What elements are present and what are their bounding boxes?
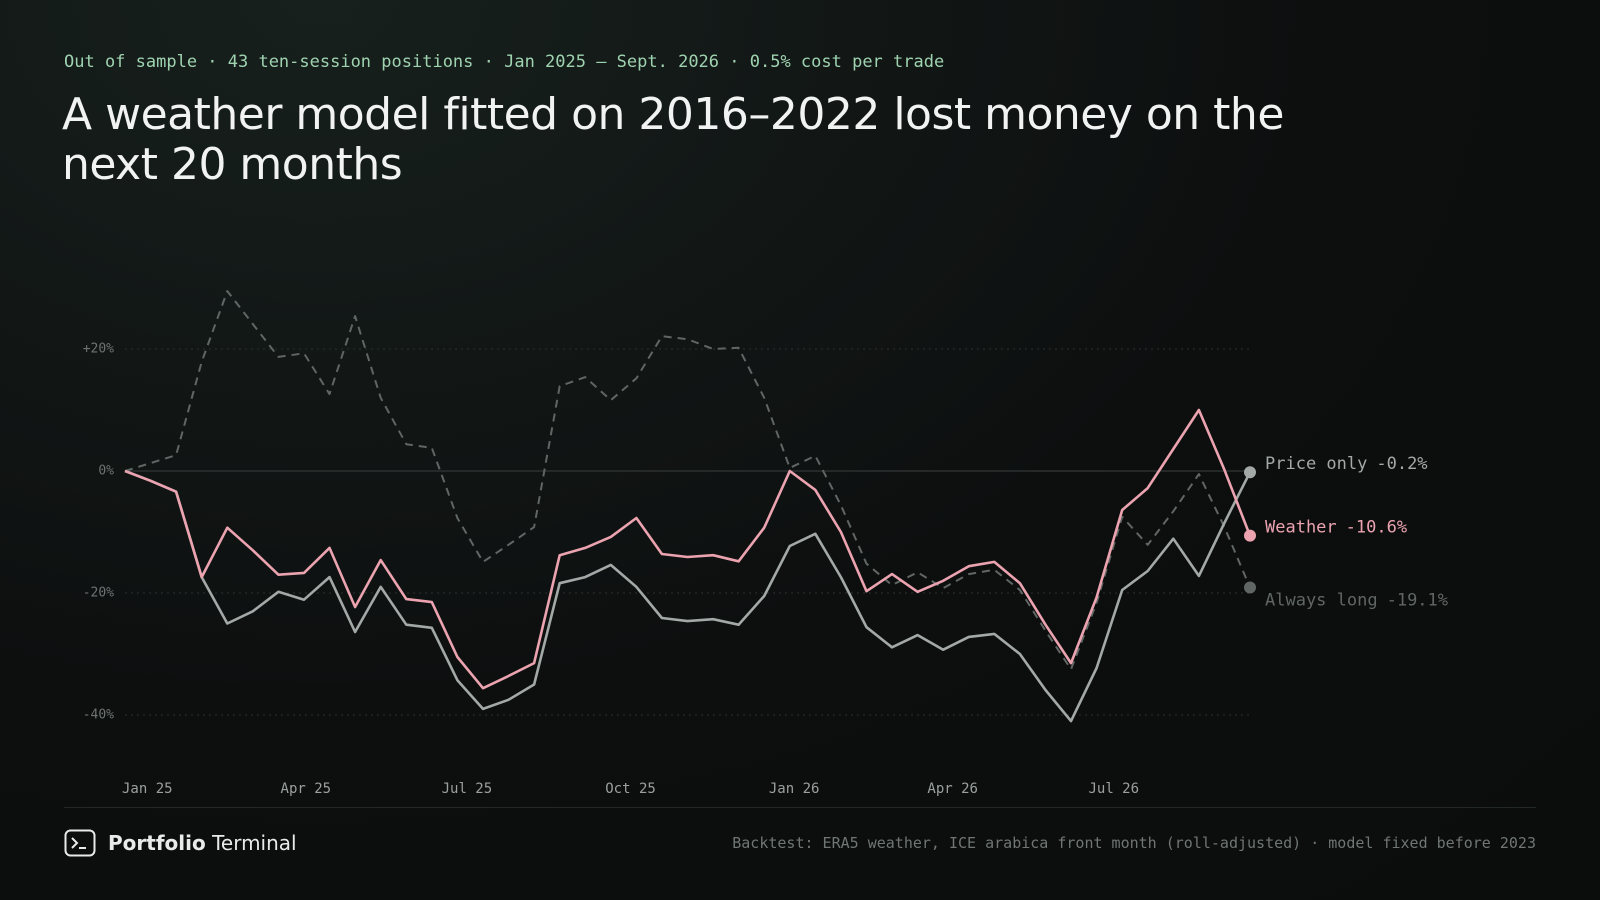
series-name: Weather <box>1265 518 1337 538</box>
x-tick-label: Jul 26 <box>1088 781 1139 797</box>
end-dot <box>1244 529 1256 542</box>
end-dot <box>1244 581 1256 594</box>
x-tick-label: Jul 25 <box>442 781 493 797</box>
x-tick-label: Apr 25 <box>281 781 332 797</box>
x-tick-label: Jan 26 <box>769 781 820 797</box>
series-line <box>124 469 1252 723</box>
y-tick-label: 0% <box>98 464 114 479</box>
end-value: -0.2% <box>1376 454 1427 474</box>
series-line <box>124 408 1252 690</box>
series-name: Always long <box>1265 591 1378 611</box>
brand-bold: Portfolio <box>108 831 206 855</box>
footnote: Backtest: ERA5 weather, ICE arabica fron… <box>732 834 1536 852</box>
end-dot <box>1244 466 1256 479</box>
end-value: -10.6% <box>1346 518 1407 538</box>
x-tick-label: Jan 25 <box>122 781 173 797</box>
chart: +20% 0% -20% -40% Jan 25 Apr 25 Jul 25 Oct 25 Ja… <box>83 290 1448 797</box>
y-tick-label: -40% <box>83 708 114 723</box>
end-label: Weather -10.6% <box>1265 518 1407 538</box>
title: A weather model fitted on 2016–2022 lost… <box>62 89 1284 190</box>
series-name: Price only <box>1265 454 1367 474</box>
divider <box>64 807 1536 808</box>
y-tick-label: +20% <box>83 342 114 357</box>
y-tick-label: -20% <box>83 586 114 601</box>
end-value: -19.1% <box>1387 591 1448 611</box>
x-tick-label: Oct 25 <box>605 781 656 797</box>
series-line <box>124 290 1251 671</box>
brand-name: Terminal <box>212 831 297 855</box>
logo <box>64 829 96 857</box>
kicker: Out of sample · 43 ten-session positions… <box>64 52 945 72</box>
x-tick-label: Apr 26 <box>927 781 978 797</box>
brand: Portfolio Terminal <box>64 829 297 857</box>
end-label: Price only -0.2% <box>1265 454 1428 474</box>
end-label: Always long -19.1% <box>1265 591 1448 611</box>
